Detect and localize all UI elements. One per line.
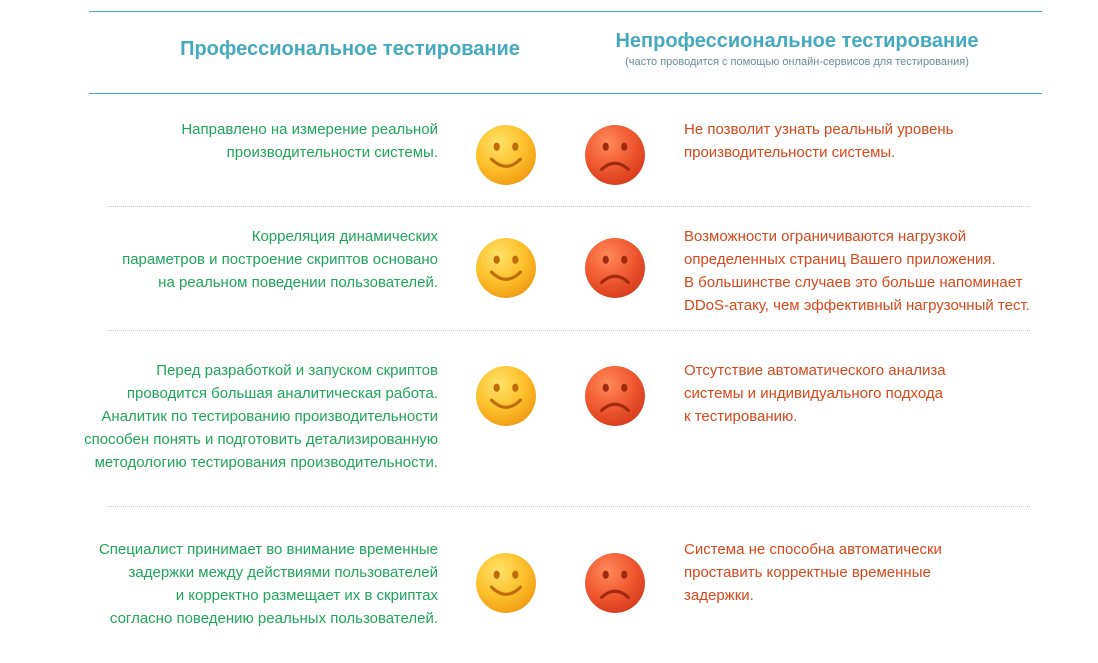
- smiling-face-icon: [476, 238, 536, 298]
- con-line: задержки.: [684, 587, 754, 604]
- con-text-row-1: Не позволит узнать реальный уровень прои…: [684, 118, 1084, 164]
- con-line: Система не способна автоматически: [684, 541, 942, 558]
- frowning-face-icon: [585, 125, 645, 185]
- frowning-face-icon: [585, 553, 645, 613]
- con-line: проставить корректные временные: [684, 564, 931, 581]
- pro-line: производительности системы.: [226, 144, 438, 161]
- con-text-row-3: Отсутствие автоматического анализа систе…: [684, 359, 1084, 428]
- con-line: производительности системы.: [684, 144, 896, 161]
- pro-line: Корреляция динамических: [251, 228, 438, 245]
- pro-line: задержки между действиями пользователей: [128, 564, 439, 581]
- con-line: Отсутствие автоматического анализа: [684, 362, 946, 379]
- pro-line: проводится большая аналитическая работа.: [126, 385, 438, 402]
- pro-text-row-2: Корреляция динамических параметров и пос…: [18, 225, 438, 294]
- con-line: Не позволит узнать реальный уровень: [684, 121, 954, 138]
- con-line: В большинстве случаев это больше напомин…: [684, 274, 1023, 291]
- top-rule: [89, 11, 1042, 12]
- pro-line: согласно поведению реальных пользователе…: [109, 610, 438, 627]
- con-line: системы и индивидуального подхода: [684, 385, 943, 402]
- smiling-face-icon: [476, 553, 536, 613]
- con-line: DDoS-атаку, чем эффективный нагрузочный …: [684, 297, 1030, 314]
- unprofessional-subtitle: (часто проводится с помощью онлайн-серви…: [625, 56, 969, 68]
- row-separator: [107, 330, 1030, 331]
- professional-heading: Профессиональное тестирование: [180, 38, 520, 60]
- unprofessional-heading: Непрофессиональное тестирование (часто п…: [582, 30, 1012, 68]
- con-line: Возможности ограничиваются нагрузкой: [684, 228, 967, 245]
- con-text-row-2: Возможности ограничиваются нагрузкой опр…: [684, 225, 1084, 317]
- con-line: к тестированию.: [684, 408, 798, 425]
- pro-line: способен понять и подготовить детализиро…: [84, 431, 438, 448]
- pro-line: параметров и построение скриптов основан…: [122, 251, 438, 268]
- frowning-face-icon: [585, 238, 645, 298]
- pro-text-row-3: Перед разработкой и запуском скриптов пр…: [18, 359, 438, 474]
- pro-line: на реальном поведении пользователей.: [158, 274, 438, 291]
- con-text-row-4: Система не способна автоматически проста…: [684, 538, 1084, 607]
- pro-line: Аналитик по тестированию производительно…: [101, 408, 438, 425]
- header-bottom-rule: [89, 93, 1042, 94]
- pro-line: Перед разработкой и запуском скриптов: [156, 362, 438, 379]
- pro-line: и корректно размещает их в скриптах: [175, 587, 438, 604]
- con-line: определенных страниц Вашего приложения.: [684, 251, 996, 268]
- pro-line: методологию тестирования производительно…: [94, 454, 438, 471]
- smiling-face-icon: [476, 125, 536, 185]
- row-separator: [107, 506, 1030, 507]
- pro-line: Направлено на измерение реальной: [181, 121, 438, 138]
- unprofessional-title: Непрофессиональное тестирование: [615, 30, 979, 52]
- row-separator: [107, 206, 1030, 207]
- pro-line: Специалист принимает во внимание временн…: [98, 541, 438, 558]
- pro-text-row-1: Направлено на измерение реальной произво…: [18, 118, 438, 164]
- frowning-face-icon: [585, 366, 645, 426]
- pro-text-row-4: Специалист принимает во внимание временн…: [18, 538, 438, 630]
- smiling-face-icon: [476, 366, 536, 426]
